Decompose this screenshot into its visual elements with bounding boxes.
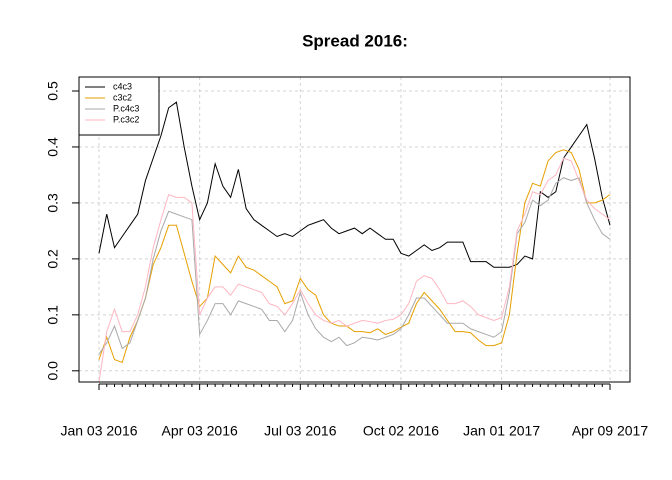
- x-tick-label: Jan 03 2016: [60, 423, 137, 439]
- legend-label: P.c4c3: [113, 103, 139, 113]
- legend-label: c3c2: [113, 92, 132, 102]
- x-tick-label: Apr 09 2017: [572, 423, 648, 439]
- y-tick-label: 0.0: [45, 361, 61, 381]
- x-tick-label: Jan 01 2017: [463, 423, 540, 439]
- legend-label: P.c3c2: [113, 114, 139, 124]
- legend-label: c4c3: [113, 81, 132, 91]
- y-tick-label: 0.5: [45, 81, 61, 101]
- plot-frame: [78, 76, 631, 383]
- series-line: [98, 157, 611, 383]
- y-tick-label: 0.2: [45, 249, 61, 269]
- series-line: [98, 101, 611, 268]
- y-tick-label: 0.1: [45, 305, 61, 325]
- y-tick-label: 0.4: [45, 137, 61, 157]
- x-tick-label: Oct 02 2016: [363, 423, 439, 439]
- x-tick-label: Jul 03 2016: [264, 423, 337, 439]
- y-tick-label: 0.3: [45, 193, 61, 213]
- chart-title: Spread 2016:: [302, 31, 408, 50]
- series-line: [98, 177, 611, 355]
- series-line: [98, 149, 611, 364]
- x-tick-label: Apr 03 2016: [162, 423, 238, 439]
